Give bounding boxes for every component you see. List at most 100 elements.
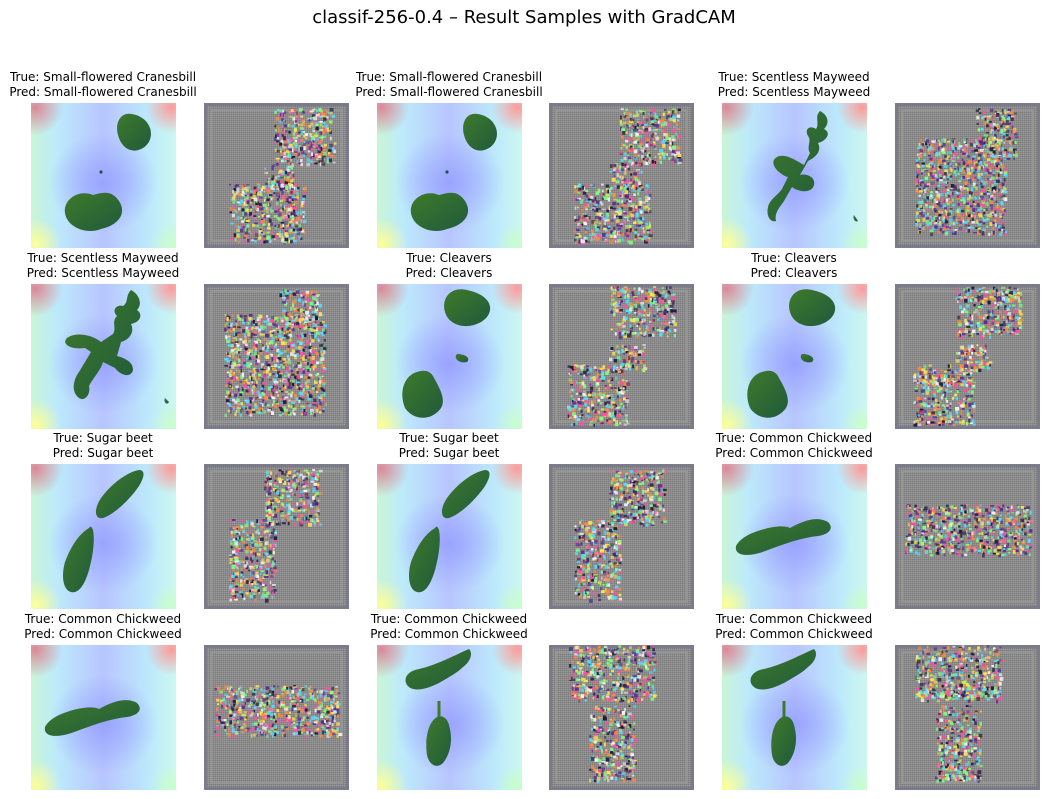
leaf-shape bbox=[99, 170, 103, 174]
leaf-overlay bbox=[409, 470, 490, 593]
leaf-shape bbox=[426, 716, 451, 766]
guided-gradient-image bbox=[204, 645, 349, 790]
leaf-overlay bbox=[410, 113, 497, 232]
gradcam-heatmap-image bbox=[377, 464, 522, 609]
gradcam-heatmap-image bbox=[31, 464, 176, 609]
leaf-shape bbox=[95, 470, 144, 519]
sample-label: True: Scentless Mayweed Pred: Scentless … bbox=[674, 70, 914, 100]
true-label: True: Common Chickweed bbox=[24, 612, 182, 626]
true-label: True: Cleavers bbox=[406, 251, 492, 265]
leaf-shape bbox=[441, 470, 490, 519]
gradcam-heatmap-image bbox=[377, 645, 522, 790]
leaf-shape bbox=[445, 170, 449, 174]
guided-gradient-image bbox=[549, 284, 694, 429]
true-label: True: Sugar beet bbox=[399, 431, 499, 445]
gradient-noise bbox=[915, 645, 1004, 784]
gradcam-heatmap-image bbox=[31, 645, 176, 790]
true-label: True: Scentless Mayweed bbox=[27, 251, 179, 265]
guided-gradient-image bbox=[895, 645, 1040, 790]
leaf-shape bbox=[65, 290, 141, 400]
gradient-noise bbox=[574, 108, 683, 245]
pred-label: Pred: Common Chickweed bbox=[715, 446, 873, 460]
leaf-shape bbox=[64, 192, 123, 232]
leaf-shape bbox=[164, 398, 169, 404]
gradient-noise bbox=[229, 469, 323, 603]
pred-label: Pred: Scentless Mayweed bbox=[26, 266, 180, 280]
sample-label: True: Common Chickweed Pred: Common Chic… bbox=[674, 431, 914, 461]
gradcam-heatmap-image bbox=[722, 284, 867, 429]
guided-gradient-image bbox=[204, 464, 349, 609]
true-label: True: Small-flowered Cranesbill bbox=[9, 70, 197, 84]
sample-label: True: Scentless Mayweed Pred: Scentless … bbox=[0, 251, 223, 281]
guided-gradient-image bbox=[549, 103, 694, 248]
guided-gradient-image bbox=[895, 464, 1040, 609]
leaf-shape bbox=[444, 289, 491, 327]
leaf-overlay bbox=[735, 519, 831, 555]
gradient-noise bbox=[905, 504, 1033, 558]
leaf-shape bbox=[747, 370, 788, 418]
leaf-shape bbox=[789, 289, 836, 327]
leaf-overlay bbox=[44, 700, 140, 736]
sample-label: True: Common Chickweed Pred: Common Chic… bbox=[674, 612, 914, 642]
sample-label: True: Cleavers Pred: Cleavers bbox=[674, 251, 914, 281]
gradcam-heatmap-image bbox=[722, 645, 867, 790]
leaf-shape bbox=[44, 700, 140, 736]
gradient-noise bbox=[569, 645, 658, 784]
pred-label: Pred: Sugar beet bbox=[52, 446, 154, 460]
true-label: True: Small-flowered Cranesbill bbox=[355, 70, 543, 84]
pred-label: Pred: Common Chickweed bbox=[24, 627, 182, 641]
leaf-shape bbox=[771, 716, 796, 766]
sample-label: True: Sugar beet Pred: Sugar beet bbox=[329, 431, 569, 461]
leaf-overlay bbox=[64, 113, 151, 232]
pred-label: Pred: Small-flowered Cranesbill bbox=[9, 85, 197, 99]
true-label: True: Sugar beet bbox=[53, 431, 153, 445]
guided-gradient-image bbox=[204, 103, 349, 248]
leaf-overlay bbox=[402, 289, 491, 418]
gradcam-heatmap-image bbox=[31, 103, 176, 248]
true-label: True: Common Chickweed bbox=[370, 612, 528, 626]
guided-gradient-image bbox=[549, 464, 694, 609]
leaf-shape bbox=[463, 113, 497, 151]
leaf-overlay bbox=[750, 649, 816, 766]
guided-gradient-image bbox=[549, 645, 694, 790]
leaf-shape bbox=[750, 649, 816, 690]
figure-title: classif-256-0.4 – Result Samples with Gr… bbox=[312, 7, 736, 28]
gradient-noise bbox=[915, 108, 1019, 237]
gradcam-heatmap-image bbox=[722, 103, 867, 248]
leaf-shape bbox=[455, 354, 469, 363]
true-label: True: Common Chickweed bbox=[715, 431, 873, 445]
guided-gradient-image bbox=[895, 103, 1040, 248]
leaf-shape bbox=[410, 192, 469, 232]
leaf-shape bbox=[853, 215, 858, 222]
true-label: True: Cleavers bbox=[751, 251, 837, 265]
sample-label: True: Common Chickweed Pred: Common Chic… bbox=[0, 612, 223, 642]
gradcam-heatmap-image bbox=[722, 464, 867, 609]
gradient-noise bbox=[913, 286, 1024, 427]
leaf-shape bbox=[800, 354, 814, 363]
gradient-noise bbox=[214, 685, 343, 739]
sample-label: True: Cleavers Pred: Cleavers bbox=[329, 251, 569, 281]
leaf-overlay bbox=[767, 111, 858, 222]
gradcam-heatmap-image bbox=[377, 284, 522, 429]
gradient-noise bbox=[574, 469, 668, 603]
leaf-shape bbox=[409, 526, 440, 593]
pred-label: Pred: Cleavers bbox=[750, 266, 838, 280]
gradcam-heatmap-image bbox=[377, 103, 522, 248]
leaf-shape bbox=[767, 111, 828, 222]
sample-label: True: Small-flowered Cranesbill Pred: Sm… bbox=[0, 70, 223, 100]
leaf-shape bbox=[63, 526, 94, 593]
gradient-noise bbox=[567, 286, 677, 427]
sample-label: True: Common Chickweed Pred: Common Chic… bbox=[329, 612, 569, 642]
pred-label: Pred: Sugar beet bbox=[398, 446, 500, 460]
leaf-overlay bbox=[747, 289, 836, 418]
gradient-noise bbox=[224, 289, 328, 418]
guided-gradient-image bbox=[895, 284, 1040, 429]
leaf-overlay bbox=[405, 649, 471, 766]
leaf-overlay bbox=[63, 470, 144, 593]
true-label: True: Common Chickweed bbox=[715, 612, 873, 626]
true-label: True: Scentless Mayweed bbox=[718, 70, 870, 84]
leaf-shape bbox=[735, 519, 831, 555]
gradient-noise bbox=[229, 108, 337, 245]
pred-label: Pred: Scentless Mayweed bbox=[717, 85, 871, 99]
